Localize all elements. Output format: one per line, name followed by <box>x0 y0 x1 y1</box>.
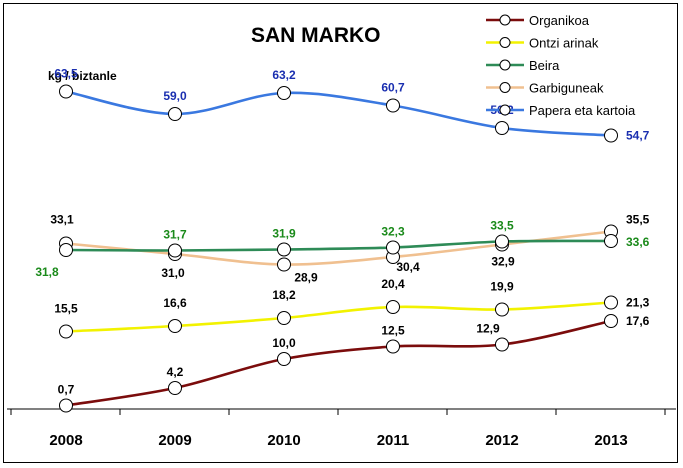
chart-title: SAN MARKO <box>251 24 381 47</box>
data-label-garbiguneak: 32,9 <box>491 255 515 269</box>
data-point-organikoa <box>604 314 618 328</box>
data-point-garbiguneak <box>277 257 291 272</box>
legend-marker-papera-eta-kartoia <box>499 104 511 116</box>
data-label-garbiguneak: 35,5 <box>626 213 650 227</box>
data-label-organikoa: 4,2 <box>167 365 184 379</box>
data-label-organikoa: 12,9 <box>476 322 500 336</box>
line-chart: SAN MARKO kg / biztanle 2008 2009 2010 2011… <box>7 13 676 449</box>
data-point-ontzi-arinak <box>386 300 400 314</box>
data-point-ontzi-arinak <box>59 324 73 339</box>
data-label-beira: 33,6 <box>626 235 650 249</box>
data-label-papera-eta-kartoia: 59,0 <box>163 89 187 103</box>
data-point-ontzi-arinak <box>604 295 618 310</box>
data-label-papera-eta-kartoia: 63,2 <box>272 68 296 82</box>
data-label-beira: 31,7 <box>163 228 187 242</box>
data-point-beira <box>59 243 73 257</box>
legend-label-ontzi-arinak: Ontzi arinak <box>529 36 599 51</box>
data-label-beira: 31,8 <box>35 265 59 279</box>
data-label-garbiguneak: 30,4 <box>396 260 420 274</box>
data-point-beira <box>604 234 618 248</box>
data-label-garbiguneak: 33,1 <box>50 213 74 227</box>
x-axis: 2008 2009 2010 2011 2012 2013 <box>10 409 666 449</box>
legend-label-garbiguneak: Garbiguneak <box>529 81 604 96</box>
data-point-organikoa <box>277 352 291 366</box>
legend: Organikoa Ontzi arinak Beira Garbiguneak Pap… <box>486 13 636 118</box>
x-tick-label: 2010 <box>267 432 300 449</box>
data-label-papera-eta-kartoia: 60,7 <box>381 81 405 95</box>
series-line-garbiguneak <box>65 230 612 266</box>
legend-marker-organikoa <box>499 14 511 26</box>
data-label-beira: 33,5 <box>490 219 514 233</box>
data-label-ontzi-arinak: 21,3 <box>626 296 650 310</box>
series-line-papera-eta-kartoia <box>65 90 612 137</box>
data-point-beira <box>495 234 509 249</box>
data-point-beira <box>386 240 400 255</box>
series-line-organikoa <box>65 319 612 407</box>
data-point-papera-eta-kartoia <box>604 128 618 143</box>
data-label-beira: 32,3 <box>381 225 405 239</box>
legend-marker-beira <box>499 59 511 71</box>
legend-label-papera-eta-kartoia: Papera eta kartoia <box>529 103 636 118</box>
data-label-organikoa: 0,7 <box>58 383 75 397</box>
x-tick-label: 2009 <box>158 432 191 449</box>
data-point-papera-eta-kartoia <box>277 86 291 100</box>
data-label-ontzi-arinak: 15,5 <box>54 302 78 316</box>
data-label-garbiguneak: 28,9 <box>294 271 318 285</box>
series-layer: 33,1 31,0 28,9 30,4 32,9 35,5 31,8 31,7 31,9 32,3… <box>35 67 650 413</box>
legend-marker-ontzi-arinak <box>499 37 511 48</box>
legend-label-organikoa: Organikoa <box>529 13 590 28</box>
data-point-organikoa <box>59 398 73 413</box>
data-label-organikoa: 10,0 <box>272 336 296 350</box>
data-label-beira: 31,9 <box>272 227 296 241</box>
data-label-papera-eta-kartoia: 54,7 <box>626 129 650 143</box>
series-line-ontzi-arinak <box>65 301 612 333</box>
data-point-organikoa <box>386 339 400 354</box>
data-point-ontzi-arinak <box>495 302 509 317</box>
legend-marker-garbiguneak <box>499 82 511 93</box>
x-tick-label: 2008 <box>49 432 82 449</box>
data-point-organikoa <box>168 381 182 395</box>
data-label-ontzi-arinak: 18,2 <box>272 288 296 302</box>
data-point-beira <box>277 242 291 257</box>
series-line-beira <box>65 239 612 252</box>
data-label-ontzi-arinak: 20,4 <box>381 277 405 291</box>
x-tick-label: 2013 <box>594 432 627 449</box>
chart-frame: SAN MARKO kg / biztanle 2008 2009 2010 2011… <box>3 3 678 463</box>
data-point-papera-eta-kartoia <box>168 107 182 121</box>
data-label-ontzi-arinak: 19,9 <box>490 280 514 294</box>
data-point-papera-eta-kartoia <box>386 98 400 113</box>
x-tick-label: 2011 <box>377 432 410 449</box>
legend-label-beira: Beira <box>529 58 560 73</box>
data-point-papera-eta-kartoia <box>495 121 509 135</box>
x-tick-label: 2012 <box>485 432 518 449</box>
data-point-beira <box>168 243 182 258</box>
data-point-papera-eta-kartoia <box>59 84 73 99</box>
y-axis-label: kg / biztanle <box>48 69 117 83</box>
data-label-ontzi-arinak: 16,6 <box>163 296 187 310</box>
data-point-organikoa <box>495 337 509 352</box>
data-label-garbiguneak: 31,0 <box>161 266 185 280</box>
data-point-ontzi-arinak <box>277 311 291 325</box>
data-point-ontzi-arinak <box>168 319 182 333</box>
data-label-organikoa: 17,6 <box>626 314 650 328</box>
data-label-papera-eta-kartoia: 63,5 <box>54 67 78 81</box>
data-label-organikoa: 12,5 <box>381 324 405 338</box>
